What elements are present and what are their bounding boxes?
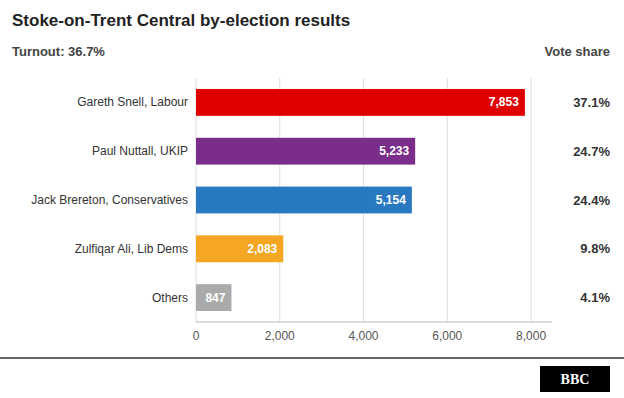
x-grid bbox=[196, 78, 531, 322]
x-tick-labels: 0 2,000 4,000 6,000 8,000 bbox=[193, 329, 547, 343]
data-label: 7,853 bbox=[489, 95, 519, 109]
x-tick-label: 2,000 bbox=[265, 329, 295, 343]
bar bbox=[196, 235, 283, 262]
vote-share: 37.1% bbox=[573, 95, 610, 110]
subtitle: Turnout: 36.7% bbox=[12, 44, 105, 59]
separator bbox=[0, 357, 624, 359]
vote-share: 4.1% bbox=[580, 290, 610, 305]
x-tick-label: 8,000 bbox=[516, 329, 546, 343]
category-label: Jack Brereton, Conservatives bbox=[31, 193, 188, 207]
x-axis-line bbox=[196, 322, 552, 323]
category-label: Zulfiqar Ali, Lib Dems bbox=[75, 242, 188, 256]
vote-share: 24.4% bbox=[573, 193, 610, 208]
vote-share-header: Vote share bbox=[544, 44, 610, 59]
logo-box bbox=[540, 366, 610, 392]
grid-line bbox=[531, 78, 532, 322]
x-tick-label: 6,000 bbox=[432, 329, 462, 343]
x-tick-label: 0 bbox=[193, 329, 200, 343]
bar bbox=[196, 284, 231, 311]
data-label: 5,233 bbox=[379, 144, 409, 158]
title: Stoke-on-Trent Central by-election resul… bbox=[12, 11, 350, 30]
logo-text: BBC bbox=[561, 372, 590, 387]
bar bbox=[196, 138, 415, 165]
data-label: 2,083 bbox=[247, 242, 277, 256]
labels: 7,853 5,233 5,154 2,083 847 Gareth Snell, Lab… bbox=[31, 95, 610, 305]
bar bbox=[196, 187, 412, 214]
category-label: Others bbox=[152, 291, 188, 305]
category-label: Paul Nuttall, UKIP bbox=[92, 144, 188, 158]
bar bbox=[196, 89, 525, 116]
vote-share: 24.7% bbox=[573, 144, 610, 159]
bars bbox=[196, 89, 525, 311]
category-label: Gareth Snell, Labour bbox=[77, 95, 188, 109]
vote-share: 9.8% bbox=[580, 241, 610, 256]
data-label: 5,154 bbox=[376, 193, 406, 207]
data-label: 847 bbox=[205, 291, 225, 305]
x-tick-label: 4,000 bbox=[349, 329, 379, 343]
chart: Stoke-on-Trent Central by-election resul… bbox=[0, 0, 624, 398]
